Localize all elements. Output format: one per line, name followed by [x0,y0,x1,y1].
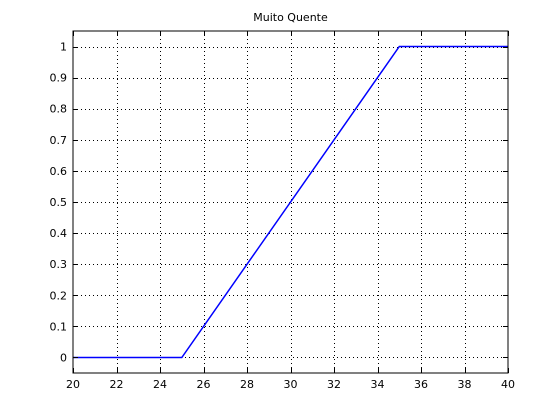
y-tick-label: 0 [60,351,67,364]
x-tick-label: 34 [371,378,385,391]
x-tick-label: 28 [240,378,254,391]
y-tick-label: 0.3 [50,258,68,271]
y-tick-labels: 0 0.1 0.2 0.3 0.4 0.5 0.6 0.7 0.8 0.9 1 [50,41,68,365]
y-tick-label: 1 [60,41,67,54]
x-tick-label: 22 [110,378,124,391]
ticks [73,31,509,373]
y-tick-label: 0.2 [50,289,68,302]
y-tick-label: 0.6 [50,165,68,178]
y-tick-label: 0.5 [50,196,68,209]
x-tick-label: 26 [197,378,211,391]
x-tick-labels: 20 22 24 26 28 30 32 34 36 38 40 [66,378,515,391]
y-tick-label: 0.4 [50,227,68,240]
series-layer [73,45,508,359]
x-tick-label: 32 [327,378,341,391]
x-tick-label: 40 [501,378,515,391]
y-tick-label: 0.8 [50,103,68,116]
y-tick-label: 0.9 [50,72,68,85]
x-tick-label: 24 [153,378,167,391]
x-tick-label: 20 [66,378,80,391]
chart-title: Muito Quente [253,11,328,24]
y-tick-label: 0.7 [50,134,68,147]
x-tick-label: 36 [414,378,428,391]
grid [73,31,508,373]
series-line [73,45,508,359]
x-tick-label: 38 [458,378,472,391]
x-tick-label: 30 [284,378,298,391]
y-tick-label: 0.1 [50,320,68,333]
